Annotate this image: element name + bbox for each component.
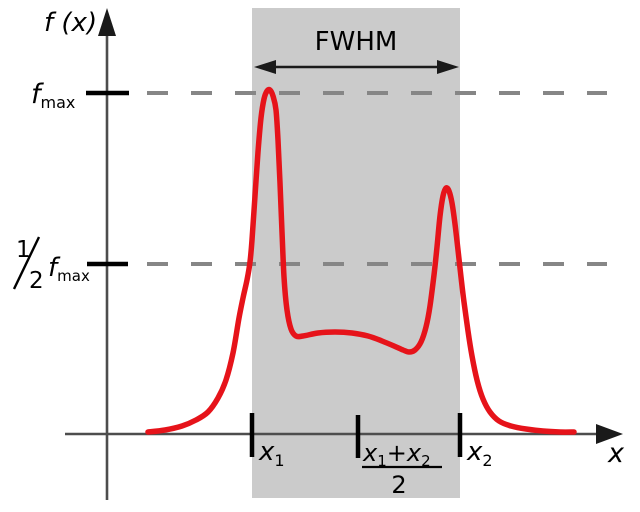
y-axis-label: f (x) [44,8,97,38]
fwhm-label: FWHM [315,27,398,57]
fwhm-arrow-left-head-icon [254,60,276,74]
midpoint-denominator: 2 [391,471,406,499]
x1-label-sub: 1 [274,451,284,470]
x1-label: x1 [258,437,285,470]
ticks-group [86,90,463,458]
half-fmax-fraction-slash [12,236,41,290]
labels-group: f (x) fmax 1 2 fmax FWHM x x1 x1+x2 2 x2 [12,8,625,499]
x-axis-label: x [607,438,625,469]
midpoint-x2-sub: 2 [421,452,431,470]
midpoint-label: x1+x2 2 [362,439,442,499]
y-axis-arrowhead-icon [98,8,116,36]
fwhm-arrow-right-head-icon [437,60,459,74]
half-fmax-denominator: 2 [29,268,44,294]
fmax-label: fmax [31,79,75,112]
midpoint-numerator: x1+x2 [362,439,431,470]
x2-label-sub: 2 [482,451,492,470]
x-axis-arrowhead-icon [596,424,623,444]
fwhm-arrow [254,60,459,74]
midpoint-x1-sub: 1 [377,452,387,470]
half-fmax-label: 1 2 fmax [12,236,90,294]
x2-label: x2 [466,437,493,470]
x1-label-base: x [258,437,275,467]
function-curve [145,86,577,435]
half-fmax-f-sub: max [57,267,90,285]
midpoint-x2-base: x [406,439,422,467]
fmax-label-sub: max [41,93,76,112]
midpoint-x1-base: x [362,439,378,467]
dashed-lines-group [147,91,607,266]
x2-label-base: x [466,437,483,467]
half-fmax-numerator: 1 [16,237,31,263]
half-fmax-f: fmax [48,253,90,285]
midpoint-plus: + [387,439,407,467]
